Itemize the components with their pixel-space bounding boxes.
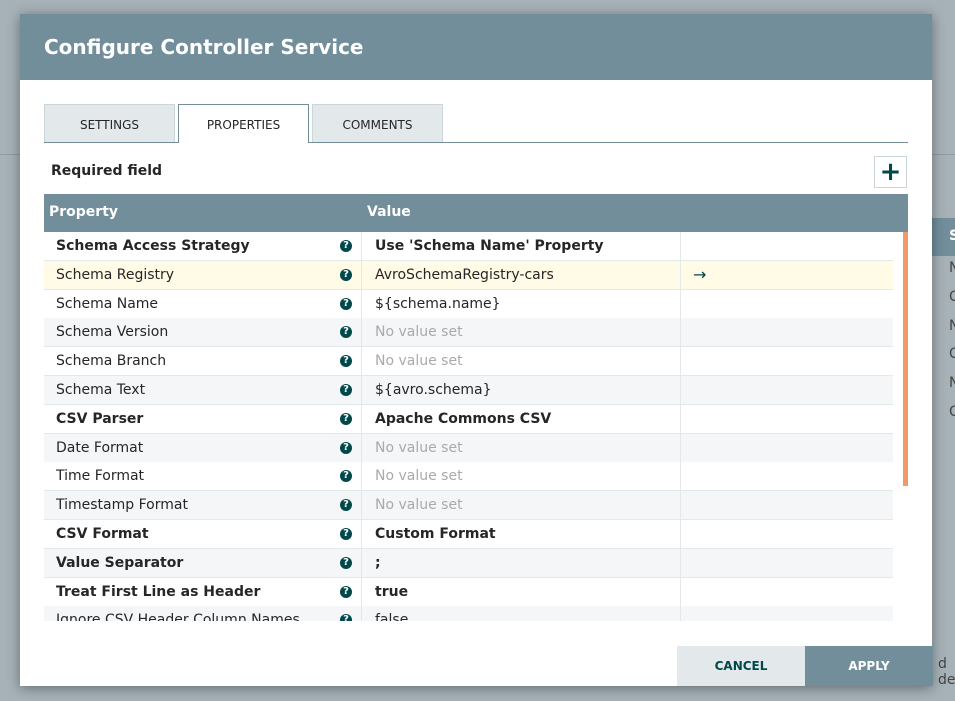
property-value[interactable]: false <box>362 606 681 621</box>
help-icon[interactable]: ? <box>340 470 352 483</box>
table-body: Schema Access Strategy? Use 'Schema Name'… <box>44 232 893 621</box>
actions-cell <box>681 462 893 490</box>
help-icon[interactable]: ? <box>340 326 352 339</box>
help-icon[interactable]: ? <box>340 614 352 621</box>
property-row[interactable]: Schema Branch? No value set <box>44 347 893 377</box>
property-name: Schema Text <box>44 376 362 404</box>
actions-cell <box>681 290 893 318</box>
help-icon[interactable]: ? <box>340 556 352 569</box>
background-cell: C <box>949 346 955 363</box>
table-header: Property Value <box>44 194 908 232</box>
actions-cell <box>681 520 893 548</box>
help-icon[interactable]: ? <box>340 384 352 396</box>
property-value[interactable]: ${schema.name} <box>362 289 681 318</box>
property-row[interactable]: Schema Version? No value set <box>44 318 893 348</box>
property-value[interactable]: Custom Format <box>362 520 681 548</box>
property-value[interactable]: No value set <box>362 491 681 520</box>
actions-cell <box>681 405 893 433</box>
actions-cell <box>681 549 893 577</box>
property-row[interactable]: Schema Access Strategy? Use 'Schema Name'… <box>44 232 893 261</box>
property-value[interactable]: Apache Commons CSV <box>362 404 681 433</box>
property-name: CSV Parser <box>44 404 362 433</box>
actions-cell <box>681 606 893 621</box>
actions-cell <box>681 376 893 404</box>
property-name: Timestamp Format <box>44 491 362 520</box>
background-cell: C <box>949 288 955 305</box>
tab[interactable]: COMMENTS <box>312 104 443 142</box>
property-name: Schema Registry <box>44 260 362 289</box>
help-icon[interactable]: ? <box>340 499 352 512</box>
property-name: Schema Branch <box>44 347 362 376</box>
property-value[interactable]: true <box>362 577 681 606</box>
help-icon[interactable]: ? <box>340 585 352 598</box>
column-header: Property <box>49 204 119 220</box>
help-icon[interactable]: ? <box>340 297 352 310</box>
go-to-link[interactable]: → <box>693 264 707 284</box>
actions-cell <box>681 491 893 519</box>
help-icon[interactable]: ? <box>340 441 352 454</box>
dialog-title: Configure Controller Service <box>20 14 932 80</box>
property-name: Schema Version <box>44 318 362 347</box>
property-name: Schema Name <box>44 289 362 318</box>
background-fragment: d de <box>938 656 955 688</box>
property-row[interactable]: Timestamp Format? No value set <box>44 491 893 521</box>
property-value[interactable]: ; <box>362 548 681 577</box>
property-row[interactable]: CSV Parser? Apache Commons CSV <box>44 404 893 434</box>
scrollbar[interactable] <box>903 232 908 486</box>
background-cell: N <box>949 317 955 334</box>
property-name: Schema Access Strategy <box>44 232 362 260</box>
property-value[interactable]: No value set <box>362 318 681 347</box>
property-name: Date Format <box>44 433 362 462</box>
property-name: Treat First Line as Header <box>44 577 362 606</box>
tab-rule <box>44 142 908 143</box>
property-name: Time Format <box>44 462 362 491</box>
required-note: Required field <box>51 163 163 179</box>
property-row[interactable]: Value Separator?; <box>44 548 893 578</box>
help-icon[interactable]: ? <box>340 268 352 281</box>
actions-cell <box>681 434 893 462</box>
background-cell: N <box>949 375 955 392</box>
background-cell: C <box>949 404 955 420</box>
property-row[interactable]: Date Format? No value set <box>44 433 893 463</box>
column-header: Value <box>367 204 411 220</box>
help-icon[interactable]: ? <box>340 412 352 425</box>
property-row[interactable]: Time Format? No value set <box>44 462 893 492</box>
property-row[interactable]: Schema Name? ${schema.name} <box>44 289 893 319</box>
actions-cell <box>681 347 893 375</box>
help-icon[interactable]: ? <box>340 240 352 252</box>
dialog-button[interactable]: CANCEL <box>677 646 805 686</box>
add-property-button[interactable]: + <box>874 156 907 188</box>
property-value[interactable]: No value set <box>362 347 681 376</box>
property-row[interactable]: Ignore CSV Header Column Names? false <box>44 606 893 621</box>
property-row[interactable]: Schema Registry? AvroSchemaRegistry-cars → <box>44 260 893 290</box>
tab[interactable]: SETTINGS <box>44 104 175 142</box>
property-value[interactable]: Use 'Schema Name' Property <box>362 232 681 260</box>
property-value[interactable]: No value set <box>362 462 681 491</box>
help-icon[interactable]: ? <box>340 355 352 368</box>
dialog: Configure Controller Service Required fi… <box>20 14 933 686</box>
property-name: Value Separator <box>44 548 362 577</box>
background-header-text: Sc <box>949 228 955 244</box>
actions-cell <box>681 232 893 260</box>
property-row[interactable]: Treat First Line as Header? true <box>44 577 893 607</box>
actions-cell <box>681 578 893 606</box>
property-value[interactable]: ${avro.schema} <box>362 376 681 404</box>
background-cell: N <box>949 260 955 276</box>
actions-cell <box>681 318 893 346</box>
property-name: Ignore CSV Header Column Names <box>44 606 362 621</box>
property-value[interactable]: AvroSchemaRegistry-cars <box>362 260 681 289</box>
property-value[interactable]: No value set <box>362 433 681 462</box>
property-row[interactable]: CSV Format? Custom Format <box>44 520 893 549</box>
property-name: CSV Format <box>44 520 362 548</box>
property-row[interactable]: Schema Text? ${avro.schema} <box>44 376 893 405</box>
help-icon[interactable]: ? <box>340 528 352 540</box>
dialog-button[interactable]: APPLY <box>805 646 933 686</box>
background-header <box>932 218 955 256</box>
tab[interactable]: PROPERTIES <box>178 104 309 143</box>
actions-cell: → <box>681 261 893 289</box>
